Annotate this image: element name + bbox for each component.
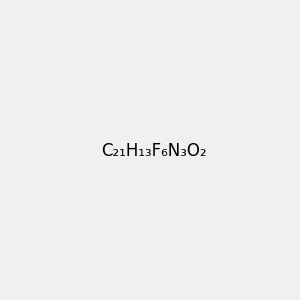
Text: C₂₁H₁₃F₆N₃O₂: C₂₁H₁₃F₆N₃O₂: [101, 142, 207, 160]
